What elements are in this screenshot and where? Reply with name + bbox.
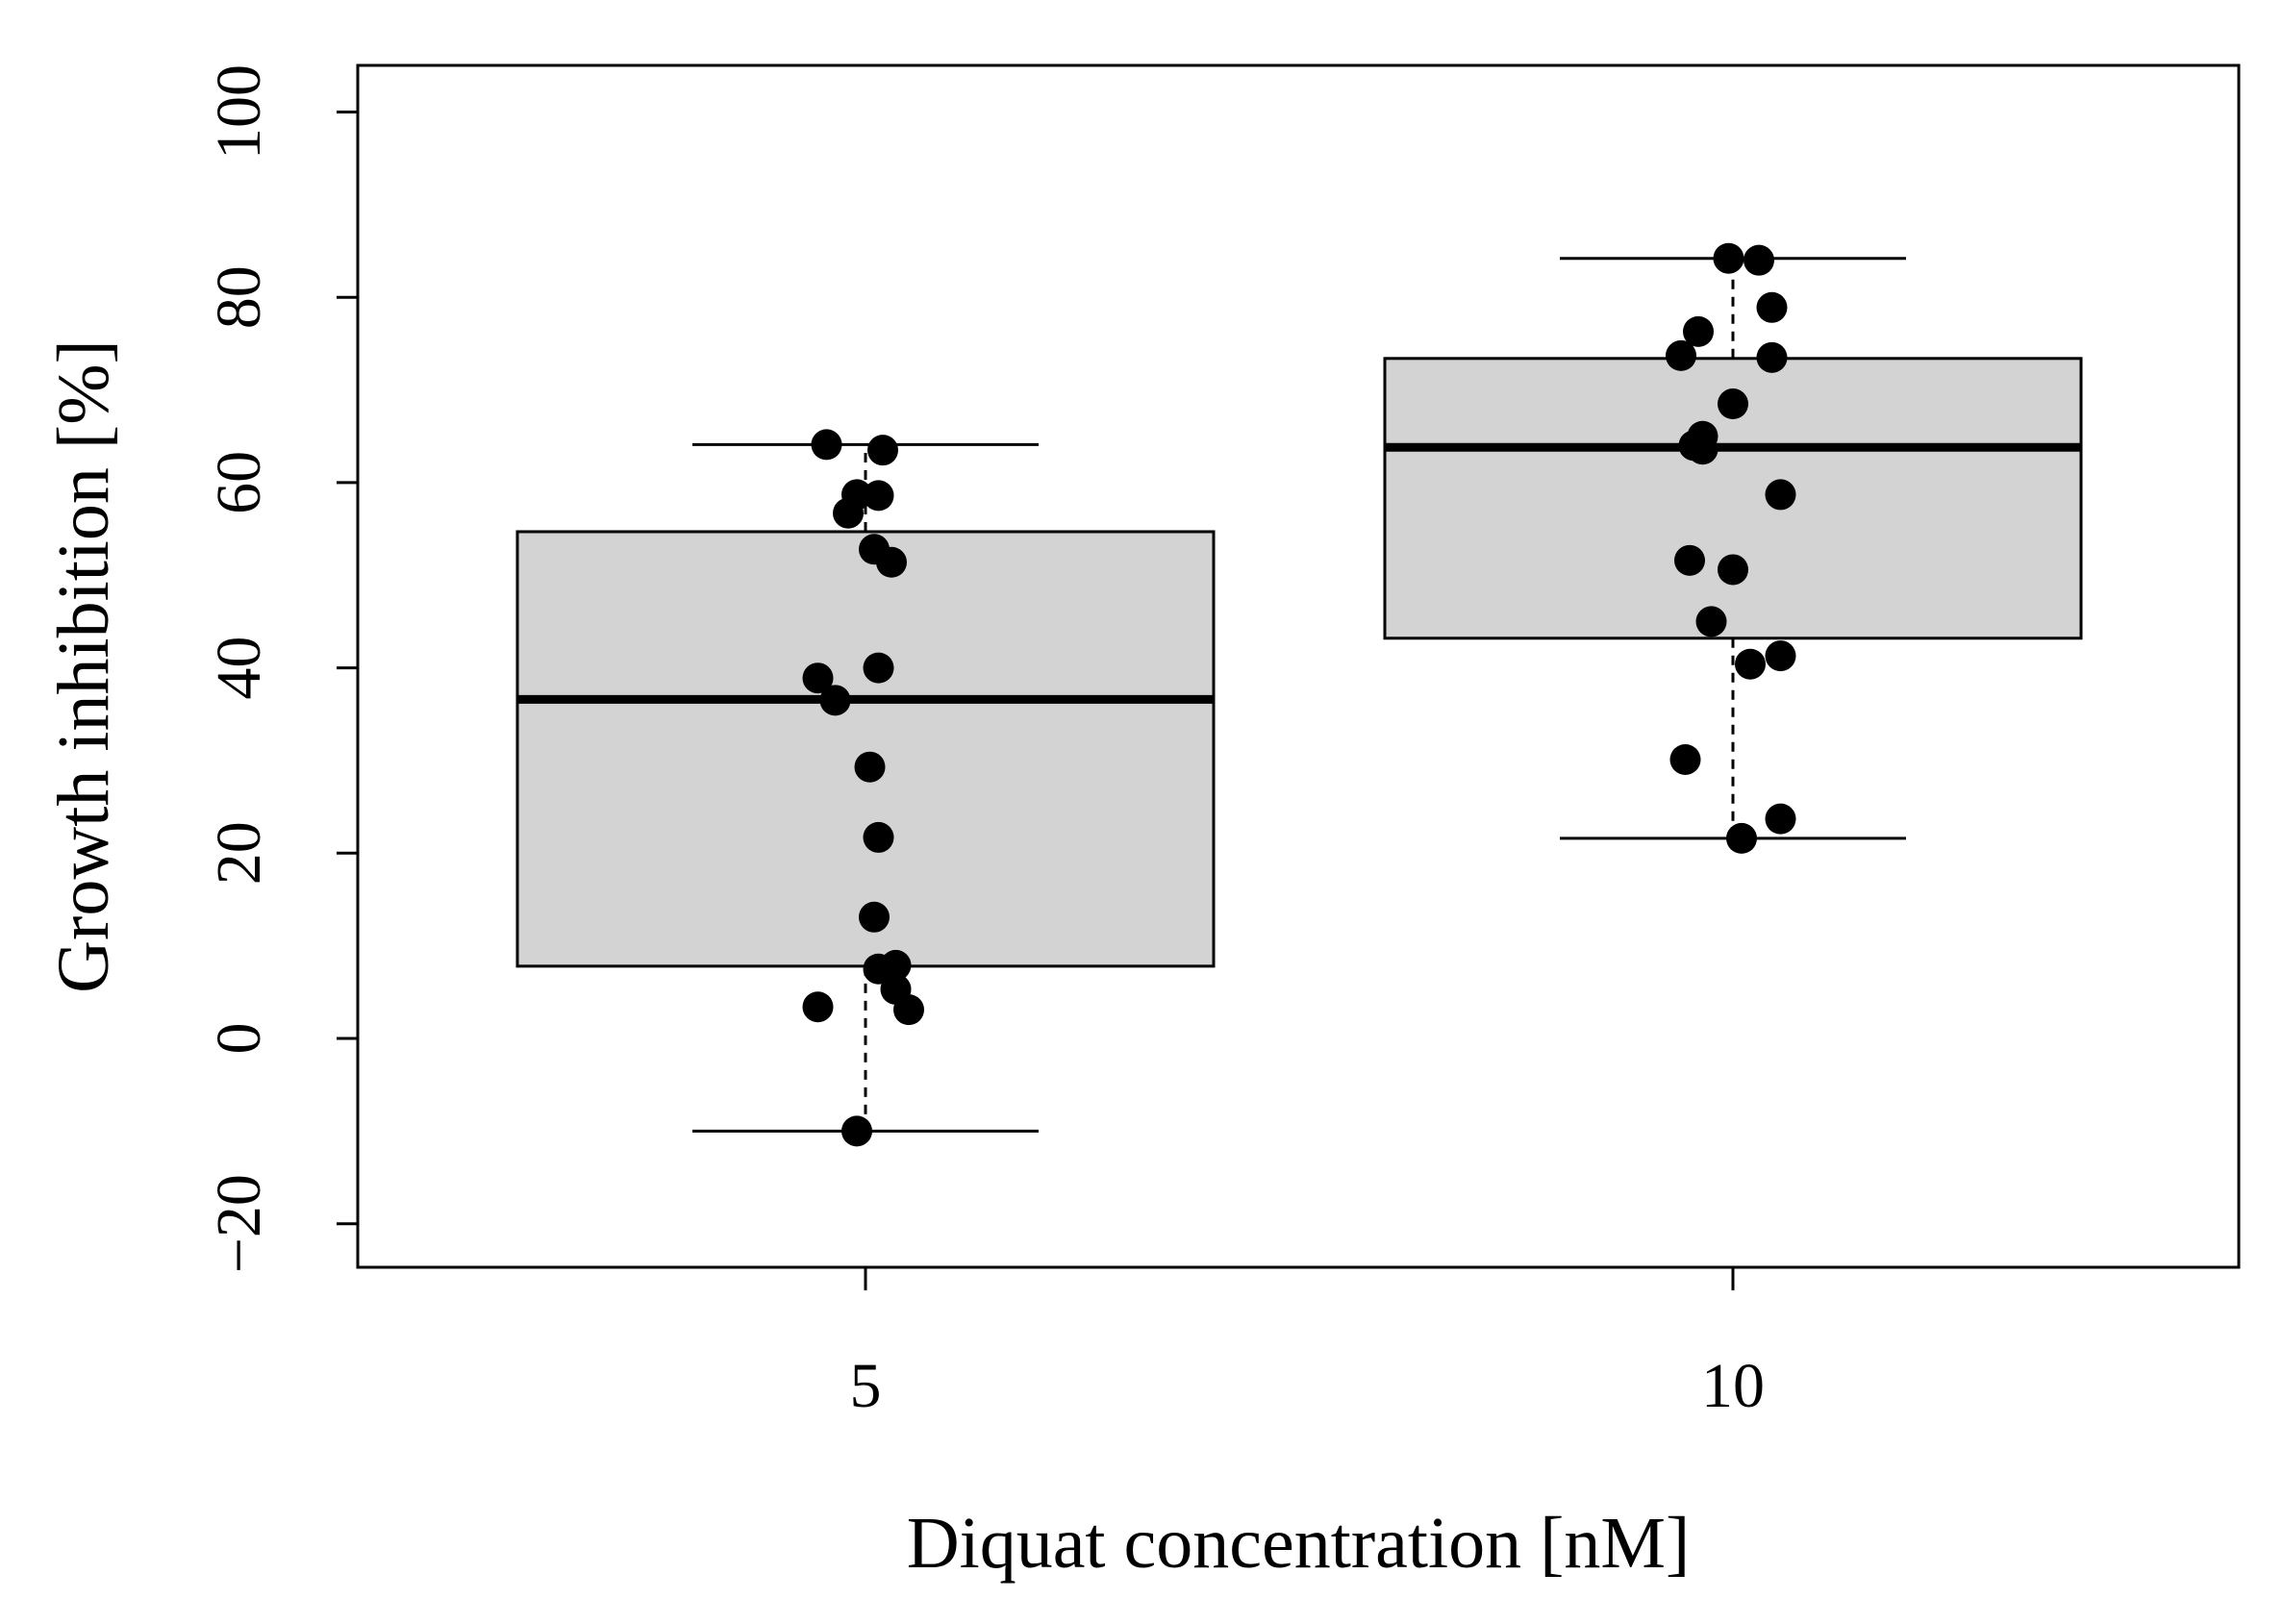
y-tick-label: 0	[204, 1023, 274, 1055]
plot-frame	[356, 63, 2241, 1269]
data-point	[1687, 434, 1719, 465]
box-iqr	[515, 530, 1216, 968]
points-layer	[802, 242, 1796, 1147]
data-point	[859, 901, 890, 933]
data-point	[819, 685, 851, 716]
data-point	[1735, 648, 1766, 680]
data-point	[863, 652, 894, 684]
data-point	[1713, 242, 1744, 274]
data-point	[1765, 640, 1796, 672]
y-tick-label: 100	[204, 64, 274, 160]
data-point	[802, 662, 834, 694]
data-point	[1765, 479, 1796, 511]
data-point	[1744, 244, 1774, 276]
data-point	[1765, 803, 1796, 835]
data-point	[1674, 544, 1705, 576]
y-tick-label: 80	[204, 265, 274, 329]
data-point	[1726, 822, 1757, 854]
x-tick-label: 5	[850, 1351, 882, 1421]
data-point	[802, 991, 834, 1023]
data-point	[854, 751, 886, 783]
data-point	[833, 497, 864, 529]
data-point	[893, 994, 924, 1026]
y-tick-label: 20	[204, 821, 274, 885]
y-tick-label: 60	[204, 451, 274, 514]
data-point	[863, 821, 894, 853]
data-point	[1669, 743, 1701, 775]
x-axis-title: Diquat concentration [nM]	[907, 1503, 1691, 1584]
y-axis: −20 0 20 40 60 80 100	[204, 64, 360, 1273]
x-tick-label: 10	[1701, 1351, 1765, 1421]
data-point	[863, 480, 894, 512]
y-tick-label: −20	[204, 1174, 274, 1273]
box-layer	[515, 257, 2083, 1133]
data-point	[876, 546, 907, 578]
data-point	[811, 429, 842, 461]
data-point	[1683, 315, 1714, 347]
data-point	[863, 953, 894, 985]
data-point	[867, 435, 898, 466]
data-point	[1756, 341, 1788, 373]
data-point	[1718, 554, 1748, 586]
data-point	[1756, 291, 1788, 323]
data-point	[1695, 606, 1727, 637]
x-axis: 5 10	[850, 1267, 1765, 1421]
y-axis-title: Growth inhibition [%]	[43, 339, 124, 993]
data-point	[841, 1115, 872, 1147]
data-point	[1666, 339, 1696, 371]
y-tick-label: 40	[204, 637, 274, 700]
data-point	[1718, 388, 1748, 420]
